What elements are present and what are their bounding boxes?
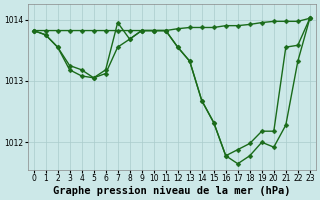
X-axis label: Graphe pression niveau de la mer (hPa): Graphe pression niveau de la mer (hPa)	[53, 186, 291, 196]
